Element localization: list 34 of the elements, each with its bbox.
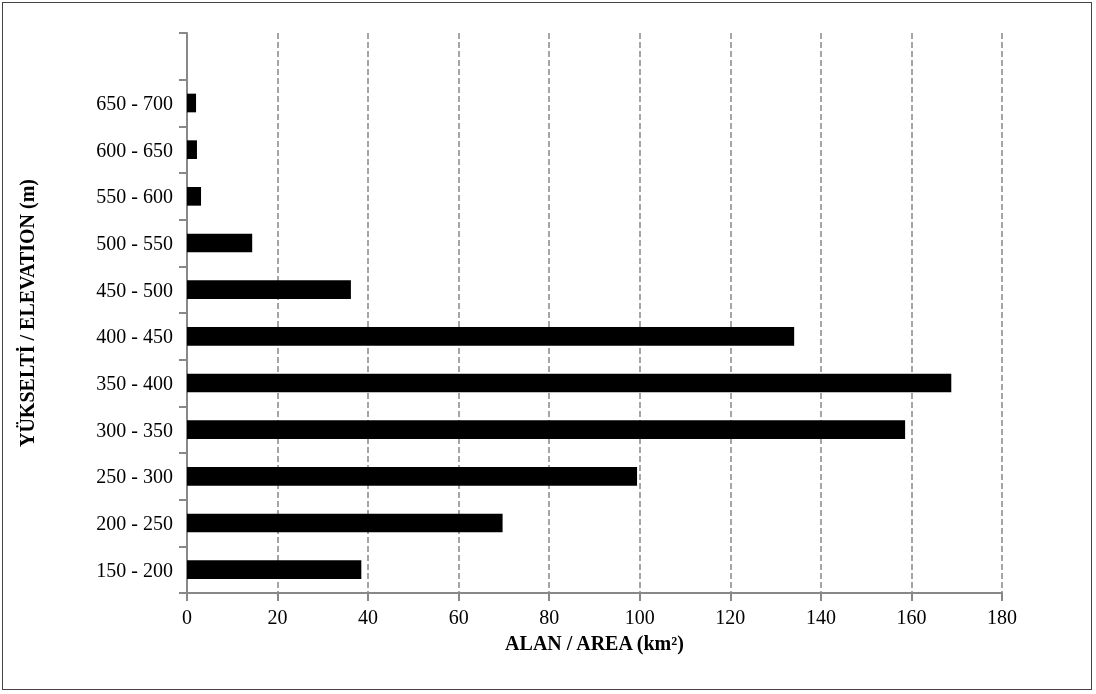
- bar: [187, 280, 351, 299]
- y-tick-label: 150 - 200: [96, 558, 173, 581]
- bar: [187, 327, 795, 346]
- y-tick-label: 200 - 250: [96, 512, 173, 534]
- y-tick-label: 350 - 400: [96, 372, 173, 394]
- y-tick-label: 300 - 350: [96, 418, 173, 441]
- y-tick-label: 250 - 300: [96, 465, 173, 488]
- y-tick-label: 400 - 450: [96, 325, 173, 348]
- bar: [187, 513, 503, 533]
- x-tick-label: 20: [267, 606, 288, 628]
- x-tick-label: 160: [896, 606, 927, 628]
- y-tick-label: 500 - 550: [96, 232, 173, 254]
- y-tick-label: 650 - 700: [96, 92, 173, 114]
- x-tick-label: 40: [358, 606, 379, 628]
- x-axis-title: ALAN / AREA (km²): [505, 632, 684, 655]
- y-tick-label: 600 - 650: [96, 138, 173, 161]
- bar: [187, 420, 906, 439]
- x-tick-label: 0: [182, 606, 192, 628]
- bar: [187, 373, 952, 393]
- bar: [187, 560, 362, 579]
- x-tick-label: 120: [715, 606, 746, 628]
- y-axis-title: YÜKSELTİ / ELEVATION (m): [15, 178, 39, 448]
- x-tick-label: 140: [805, 606, 836, 628]
- bar: [187, 187, 202, 206]
- y-tick-label: 550 - 600: [96, 185, 173, 208]
- bar: [187, 140, 197, 159]
- y-tick-label: 450 - 500: [96, 278, 173, 301]
- x-tick-label: 80: [539, 606, 560, 628]
- bar: [187, 93, 197, 113]
- bar: [187, 233, 253, 253]
- x-tick-label: 60: [448, 606, 469, 628]
- x-tick-label: 100: [624, 606, 655, 628]
- x-tick-label: 180: [987, 606, 1017, 628]
- bar: [187, 467, 638, 486]
